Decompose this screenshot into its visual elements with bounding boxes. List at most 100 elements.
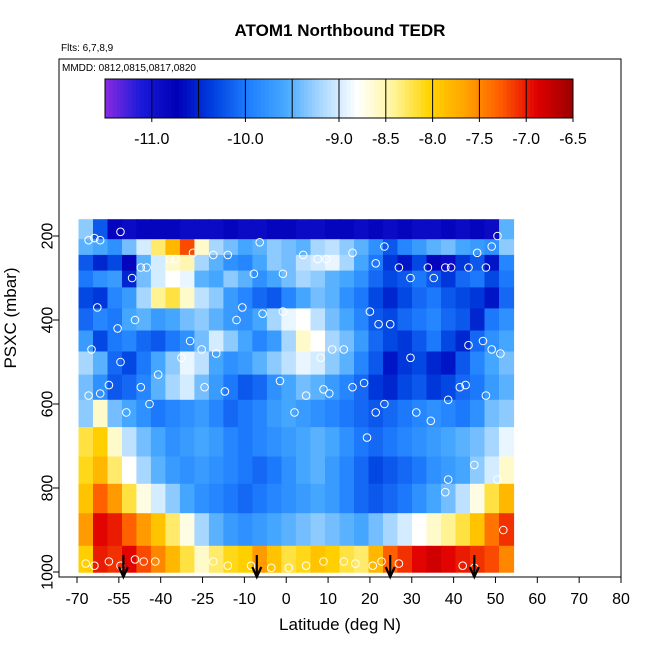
x-axis-label: Latitude (deg N) (279, 615, 401, 634)
observation-marker (136, 263, 146, 272)
colorbar-segment (198, 79, 203, 118)
colorbar-segment (288, 79, 293, 118)
heatmap-cell (499, 287, 515, 309)
heatmap-cell (354, 456, 370, 485)
heatmap-cell (484, 545, 500, 573)
arrow-markers (117, 555, 480, 580)
heatmap-cell (281, 456, 297, 485)
y-tick-label: 1000 (40, 554, 57, 590)
heatmap-cell (150, 330, 166, 353)
heatmap-cell (150, 513, 166, 547)
observation-marker (258, 309, 267, 319)
heatmap-cell (310, 270, 326, 288)
heatmap-cell (266, 270, 282, 288)
heatmap-cell (426, 399, 442, 428)
heatmap-cell (281, 330, 297, 353)
heatmap-cell (426, 456, 442, 485)
colorbar-segment (378, 79, 383, 118)
heatmap-cell (499, 513, 515, 547)
heatmap-cell (426, 545, 442, 573)
heatmap-cell (397, 308, 413, 332)
heatmap-cell (470, 330, 486, 353)
heatmap-cell (426, 330, 442, 353)
heatmap-cell (484, 351, 500, 376)
heatmap-cell (266, 239, 282, 256)
heatmap-cell (237, 399, 253, 428)
heatmap-cell (165, 254, 181, 272)
colorbar-segment (159, 79, 164, 118)
heatmap-cell (470, 308, 486, 332)
heatmap-cell (295, 287, 311, 309)
colorbar-segment (261, 79, 266, 118)
heatmap-cell (339, 330, 355, 353)
colorbar-segment (327, 79, 332, 118)
heatmap-cell (295, 219, 311, 240)
heatmap-cell (179, 545, 195, 573)
heatmap-cell (107, 399, 123, 428)
heatmap-cell (295, 483, 311, 514)
colorbar-segment (436, 79, 441, 118)
heatmap-cell (484, 270, 500, 288)
heatmap-cell (136, 374, 152, 401)
heatmap-cell (252, 513, 268, 547)
heatmap-cell (354, 351, 370, 376)
heatmap-cell (281, 239, 297, 256)
heatmap-cell (194, 374, 210, 401)
heatmap-cell (484, 239, 500, 256)
colorbar-segment (175, 79, 180, 118)
heatmap-cell (136, 287, 152, 309)
heatmap-cell (455, 254, 471, 272)
colorbar-segment (331, 79, 336, 118)
heatmap-cell (194, 545, 210, 573)
colorbar-segment (144, 79, 149, 118)
observation-marker (249, 269, 259, 279)
heatmap-cell (136, 513, 152, 547)
observation-marker (84, 391, 93, 400)
colorbar-segment (202, 79, 207, 118)
colorbar-segment (218, 79, 223, 118)
heatmap-cell (78, 483, 94, 514)
heatmap-cell (165, 483, 181, 514)
heatmap-cell (441, 219, 457, 240)
heatmap-cell (354, 270, 370, 288)
observation-marker (496, 349, 505, 358)
heatmap-cell (499, 330, 515, 353)
heatmap-cell (470, 483, 486, 514)
heatmap-cell (281, 219, 297, 240)
heatmap-cell (412, 427, 428, 458)
heatmap-cell (150, 239, 166, 256)
colorbar-segment (194, 79, 200, 118)
colorbar-tick-label: -9.0 (325, 131, 353, 148)
colorbar-segment (190, 79, 196, 118)
heatmap-cell (194, 513, 210, 547)
heatmap-cell (397, 219, 413, 240)
heatmap-cell (325, 239, 341, 256)
heatmap-cell (325, 427, 341, 458)
heatmap-cell (339, 351, 355, 376)
heatmap-cell (354, 483, 370, 514)
observation-marker (223, 561, 233, 571)
colorbar-segment (323, 79, 328, 118)
heatmap-cell (252, 330, 268, 353)
heatmap-cell (455, 427, 471, 458)
heatmap-cell (208, 351, 224, 376)
heatmap-cell (397, 427, 413, 458)
heatmap-cell (266, 483, 282, 514)
heatmap-cell (165, 399, 181, 428)
heatmap-cell (441, 351, 457, 376)
heatmap-cell (281, 374, 297, 401)
heatmap-cell (499, 239, 515, 256)
heatmap-cell (441, 239, 457, 256)
observation-marker (441, 263, 450, 272)
heatmap-cell (441, 399, 457, 428)
observation-marker (472, 248, 482, 258)
heatmap-cell (499, 270, 515, 288)
x-axis: -70 -55 -40 -25 -10 0 10 20 30 40 50 60 70 80 (65, 577, 630, 608)
heatmap-cell (368, 483, 384, 514)
colorbar-segment (245, 79, 250, 118)
heatmap-cell (383, 483, 399, 514)
colorbar-segment (342, 79, 348, 118)
heatmap-cell (441, 545, 457, 573)
colorbar-segment (339, 79, 344, 118)
heatmap-cell (455, 308, 471, 332)
